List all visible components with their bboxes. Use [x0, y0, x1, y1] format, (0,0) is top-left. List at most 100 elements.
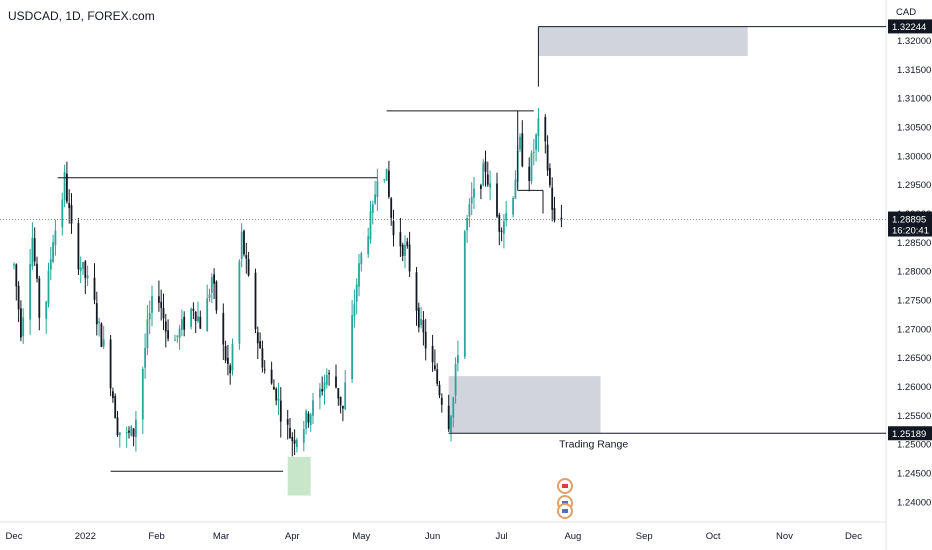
candle-body [367, 236, 370, 254]
candle-body [79, 267, 82, 272]
candle-body [514, 179, 517, 199]
countdown-label-text: 16:20:41 [892, 226, 929, 237]
time-tick-label: Apr [285, 531, 300, 542]
candle-body [190, 308, 192, 327]
current-price-label-box [888, 211, 932, 237]
candle-body [63, 172, 66, 201]
price-label-text: 1.32244 [892, 22, 926, 33]
candle-body [109, 339, 112, 389]
candle-body [296, 439, 298, 448]
candle-body [132, 428, 135, 437]
current-price-label-text: 1.28895 [892, 215, 926, 226]
candle-body [125, 432, 128, 434]
candle-body [355, 284, 358, 302]
candle-body [162, 307, 165, 319]
candle-body [158, 296, 160, 303]
candle-body [33, 238, 36, 262]
supply-zone [538, 26, 748, 57]
candle-body [436, 369, 439, 384]
candle-body [553, 208, 556, 221]
candle-body [222, 312, 225, 345]
candle-body [261, 348, 264, 368]
candle-body [13, 264, 15, 266]
candle-body [496, 183, 498, 217]
economic-event-icons [557, 478, 573, 519]
candle-body [118, 432, 121, 436]
candle-body [551, 187, 554, 210]
candle-body [183, 316, 186, 330]
price-tick-label: 1.28000 [897, 267, 931, 278]
candle-body [254, 272, 257, 330]
candle-body [438, 384, 441, 396]
candle-body [392, 221, 395, 236]
candle-body [263, 369, 266, 371]
time-tick-label: Nov [776, 531, 793, 542]
candle-body [374, 194, 376, 204]
candle-body [319, 388, 321, 398]
candle-body [31, 237, 34, 267]
candle-body [463, 231, 466, 357]
candle-body [369, 211, 372, 240]
candle-body [293, 440, 296, 444]
candle-body [100, 323, 103, 347]
candle-body [351, 315, 353, 380]
candle-body [473, 188, 475, 198]
time-tick-label: Oct [706, 531, 721, 542]
price-tick-label: 1.26500 [897, 353, 931, 364]
price-tick-label: 1.30500 [897, 122, 931, 133]
candle-body [86, 275, 89, 279]
candle-body [22, 317, 25, 337]
candle-body [470, 196, 473, 204]
candle-body [339, 396, 342, 406]
candle-body [390, 198, 393, 218]
candle-body [277, 398, 280, 401]
candle-body [344, 382, 347, 410]
candle-body [424, 331, 427, 349]
candle-body [215, 281, 218, 311]
candle-body [38, 278, 41, 318]
candle-body [420, 319, 422, 326]
candle-body [286, 419, 289, 425]
price-label-box [888, 19, 932, 34]
candle-body [440, 397, 443, 405]
candle-body [116, 417, 119, 436]
candle-body [447, 405, 450, 430]
flag-mark-icon [562, 484, 568, 488]
candle-body [206, 298, 209, 332]
candle-body [194, 311, 197, 322]
candle-body [376, 181, 379, 197]
candle-body [454, 363, 457, 396]
candle-body [546, 144, 549, 171]
candle-body [500, 230, 503, 232]
candle-body [305, 410, 307, 429]
candle-body [401, 244, 404, 256]
candle-body [36, 263, 38, 279]
candle-body [148, 313, 151, 320]
candle-body [417, 307, 420, 328]
candle-body [309, 414, 312, 426]
candle-body [270, 369, 273, 384]
candle-body [544, 117, 547, 142]
candle-body [399, 232, 402, 247]
candle-body [167, 330, 169, 339]
candle-body [371, 204, 374, 213]
time-tick-label: Aug [564, 531, 581, 542]
candle-body [406, 241, 409, 246]
candle-body [535, 134, 537, 150]
time-tick-label: Dec [6, 531, 23, 542]
candle-body [146, 319, 149, 349]
candle-body [321, 389, 324, 392]
price-tick-label: 1.25500 [897, 411, 931, 422]
price-tick-label: 1.30000 [897, 151, 931, 162]
candle-body [49, 259, 52, 270]
time-tick-label: 2022 [75, 531, 96, 542]
candle-body [197, 316, 199, 322]
candle-body [431, 346, 434, 363]
price-tick-label: 1.25000 [897, 440, 931, 451]
candle-body [498, 214, 501, 232]
time-tick-label: Jun [425, 531, 440, 542]
candle-body [337, 388, 340, 399]
candle-body [434, 365, 436, 370]
candle-body [151, 295, 153, 313]
